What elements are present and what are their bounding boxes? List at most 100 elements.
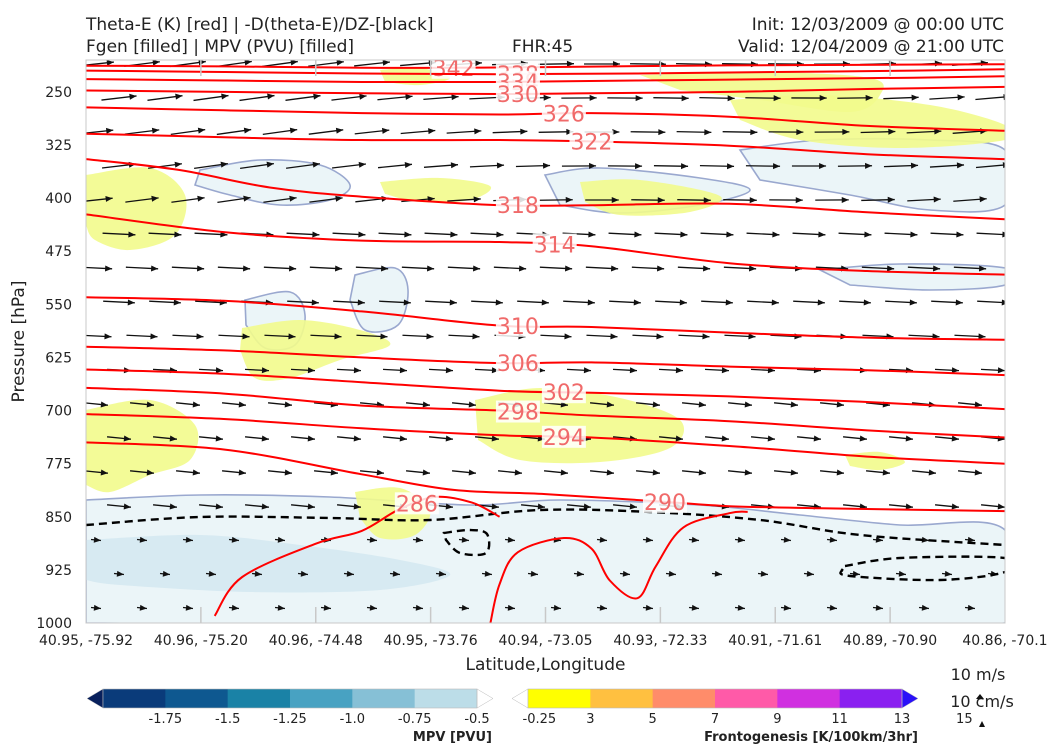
wind-arrow	[125, 195, 159, 203]
wind-arrow	[405, 401, 431, 408]
theta-e-contour	[86, 345, 1005, 377]
wind-arrow	[934, 503, 960, 510]
frontogenesis-colorbar-tick-label: 15	[956, 712, 973, 727]
wind-arrow	[791, 163, 827, 170]
theta-e-label: 314	[534, 234, 576, 259]
y-tick-label: 775	[45, 457, 72, 473]
wind-arrow	[957, 401, 983, 408]
wind-arrow	[539, 265, 573, 272]
mpv-colorbar-tick-label: -1.75	[149, 712, 183, 727]
wind-arrow	[86, 60, 114, 66]
wind-arrow	[566, 503, 592, 510]
wind-arrow	[561, 94, 597, 101]
theta-e-label-bg	[569, 130, 614, 153]
wind-arrow	[354, 127, 390, 135]
wind-arrow	[655, 299, 687, 306]
wind-arrow	[263, 265, 297, 272]
theta-e-label-bg	[541, 425, 586, 448]
wind-arrow	[665, 570, 677, 577]
wind-arrow	[435, 570, 447, 577]
x-tick-label: 40.86, -70.1	[962, 633, 1047, 649]
wind-arrow	[447, 196, 481, 203]
y-tick-label: 400	[45, 191, 72, 207]
wind-arrow	[332, 231, 366, 238]
wind-arrow	[129, 401, 155, 408]
wind-arrow	[976, 231, 1005, 238]
wind-arrow	[149, 299, 181, 306]
frontogenesis-region	[240, 319, 391, 381]
wind-arrow	[274, 536, 286, 543]
theta-e-label-bg	[394, 492, 439, 515]
wind-arrow	[267, 401, 293, 408]
wind-arrow	[746, 231, 780, 238]
frontogenesis-colorbar-extend-high	[901, 688, 919, 709]
wind-arrow	[378, 231, 412, 238]
theta-e-label-bg	[495, 314, 540, 337]
wind-arrow	[515, 162, 551, 169]
wind-arrow	[768, 129, 804, 136]
wind-arrow	[609, 299, 641, 306]
frontogenesis-colorbar-swatch	[715, 689, 778, 708]
wind-arrow	[608, 231, 642, 238]
wind-arrow	[102, 231, 136, 238]
wind-arrow	[619, 570, 631, 577]
wind-arrow	[745, 163, 781, 170]
wind-arrow	[240, 161, 274, 170]
wind-arrow	[934, 367, 960, 374]
theta-e-contour	[86, 85, 1005, 96]
wind-arrow	[907, 196, 941, 203]
wind-arrow	[451, 469, 477, 476]
wind-arrow	[136, 536, 148, 543]
mpv-colorbar-extend-high	[476, 688, 494, 709]
mpv-colorbar-tick-label: -0.5	[464, 712, 489, 727]
valid-time: Valid: 12/04/2009 @ 21:00 UTC	[738, 37, 1004, 57]
wind-arrow	[504, 604, 516, 611]
wind-arrow	[839, 299, 871, 306]
wind-arrow	[474, 435, 500, 442]
wind-arrow	[297, 570, 309, 577]
wind-arrow	[451, 401, 477, 408]
wind-arrow	[217, 195, 251, 203]
wind-arrow	[471, 299, 503, 306]
wind-arrow	[308, 60, 344, 67]
wind-arrow	[263, 195, 297, 203]
forecast-hour: FHR:45	[512, 37, 574, 57]
wind-arrow	[911, 469, 937, 476]
wind-arrow	[861, 265, 895, 272]
frontogenesis-colorbar-swatch	[777, 689, 841, 708]
wind-arrow	[642, 536, 654, 543]
wind-arrow	[382, 367, 408, 374]
wind-arrow	[171, 195, 205, 203]
wind-arrow	[658, 435, 684, 442]
x-tick-label: 40.95, -75.92	[39, 633, 133, 649]
wind-arrow	[493, 265, 527, 272]
wind-arrow	[704, 367, 730, 374]
wind-arrow	[631, 197, 665, 204]
wind-arrow	[448, 333, 480, 340]
wind-arrow	[262, 127, 298, 136]
wind-arrow	[884, 231, 918, 238]
wind-arrow	[129, 469, 155, 476]
x-tick-label: 40.91, -71.61	[728, 633, 822, 649]
wind-arrow	[865, 469, 891, 476]
wind-arrow	[543, 469, 569, 476]
wind-arrow	[343, 570, 355, 577]
wind-arrow	[964, 604, 976, 611]
wind-arrow	[792, 231, 826, 238]
wind-arrow	[517, 299, 549, 306]
wind-reference-arrow	[976, 694, 984, 699]
wind-arrow	[929, 162, 965, 169]
wind-arrow	[101, 93, 137, 101]
frontogenesis-colorbar-tick-label: 5	[649, 712, 657, 727]
title-left-line1: Theta-E (K) [red] | -D(theta-E)/DZ-[blac…	[86, 15, 434, 35]
wind-arrow	[699, 95, 735, 102]
wind-arrow	[681, 469, 707, 476]
frontogenesis-colorbar-tick-label: 11	[831, 712, 848, 727]
wind-arrow	[723, 197, 757, 204]
theta-e-label: 342	[433, 57, 475, 82]
wind-arrow	[632, 333, 664, 340]
theta-e-contour	[86, 386, 1005, 439]
theta-e-label-bg	[495, 194, 540, 217]
wind-arrow	[612, 503, 638, 510]
wind-arrow	[194, 231, 228, 238]
